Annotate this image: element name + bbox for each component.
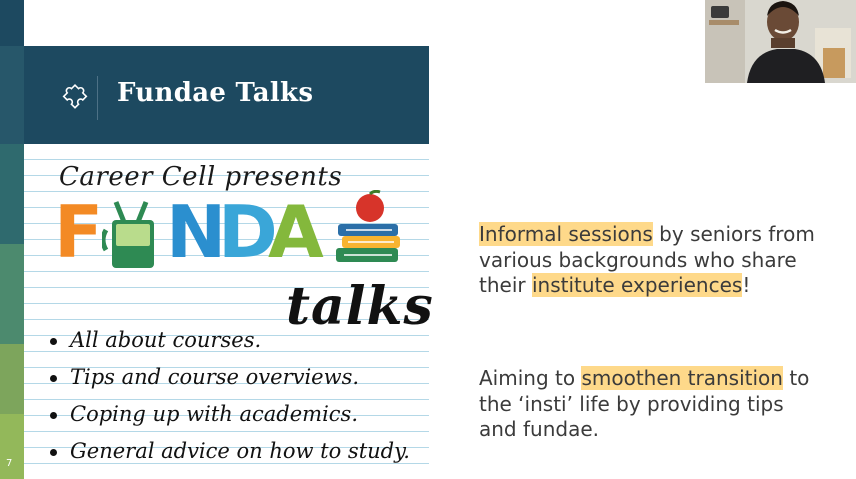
books-apple-icon bbox=[336, 190, 400, 262]
header-divider bbox=[97, 76, 98, 120]
slide-title: Fundae Talks bbox=[117, 78, 314, 108]
left-color-strip: 7 bbox=[0, 0, 24, 479]
aim-paragraph: Aiming to smoothen transition to the ‘in… bbox=[479, 366, 819, 443]
slide-number: 7 bbox=[6, 458, 13, 469]
pencil-jar-icon bbox=[102, 201, 154, 268]
poster-presents-text: Career Cell presents bbox=[59, 162, 343, 192]
slide-header: Fundae Talks bbox=[24, 46, 429, 144]
strip-segment bbox=[0, 46, 24, 144]
list-item: Coping up with academics. bbox=[48, 396, 410, 433]
strip-segment bbox=[0, 414, 24, 479]
list-item: All about courses. bbox=[48, 322, 410, 359]
logo-letter: N bbox=[166, 190, 227, 274]
strip-segment bbox=[0, 0, 24, 46]
logo-letter: F bbox=[54, 190, 104, 274]
webcam-video bbox=[705, 0, 856, 83]
strip-segment bbox=[0, 244, 24, 344]
list-item: Tips and course overviews. bbox=[48, 359, 410, 396]
paragraph-text: to the ‘insti’ life by providing tips an… bbox=[479, 366, 810, 441]
paragraph-text: by seniors from various backgrounds who … bbox=[479, 222, 815, 297]
strip-segment bbox=[0, 144, 24, 244]
puzzle-icon bbox=[62, 83, 88, 109]
highlighted-text: institute experiences bbox=[531, 273, 743, 297]
highlighted-text: Informal sessions bbox=[479, 222, 653, 246]
list-item: General advice on how to study. bbox=[48, 433, 410, 470]
paragraph-text: ! bbox=[742, 273, 751, 297]
strip-segment bbox=[0, 344, 24, 414]
poster-talks-text: talks bbox=[286, 276, 434, 337]
webcam-participant[interactable] bbox=[705, 0, 856, 83]
logo-letter: A bbox=[268, 190, 324, 274]
description-paragraph: Informal sessions by seniors from variou… bbox=[479, 222, 819, 299]
fundae-talks-poster: Career Cell presents F N D A U E talks bbox=[24, 144, 433, 479]
logo-letter: D bbox=[218, 190, 278, 274]
paragraph-text: Aiming to bbox=[479, 366, 582, 390]
highlighted-text: smoothen transition bbox=[581, 366, 783, 390]
poster-bullet-list: All about courses. Tips and course overv… bbox=[48, 322, 410, 470]
